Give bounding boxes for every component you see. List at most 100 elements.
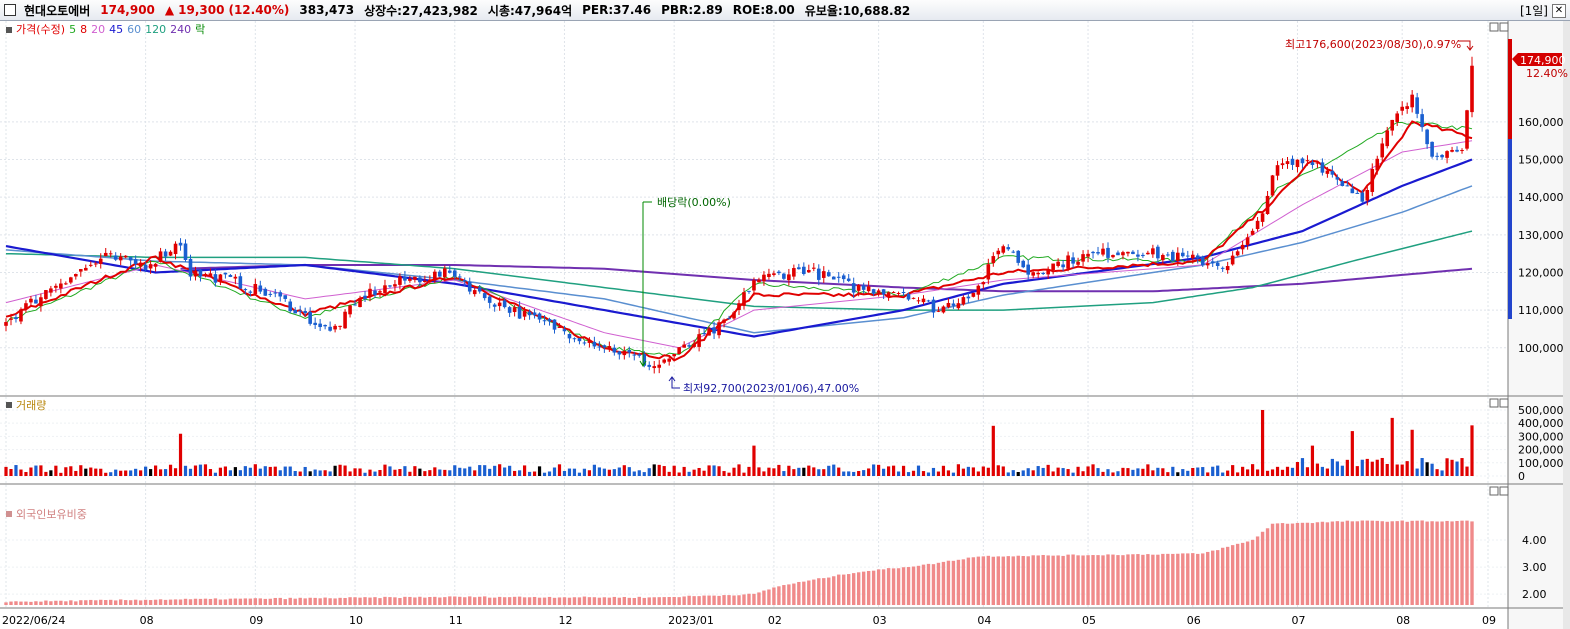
- foreign-ownership-bar: [468, 596, 472, 605]
- foreign-ownership-bar: [1131, 554, 1135, 605]
- volume-bar: [757, 467, 761, 476]
- stock-name[interactable]: 현대오토에버: [24, 3, 91, 18]
- candle-body: [717, 322, 721, 336]
- foreign-ownership-bar: [9, 601, 13, 605]
- foreign-ownership-bar: [298, 597, 302, 605]
- candle-body: [787, 274, 791, 281]
- volume-bars: [4, 409, 1474, 476]
- foreign-ownership-bar: [986, 555, 991, 605]
- volume-bar: [1071, 472, 1075, 476]
- candle-body: [203, 273, 208, 276]
- candle-body: [831, 276, 836, 280]
- foreign-ownership-bar: [1151, 554, 1155, 605]
- volume-bar: [263, 466, 267, 476]
- candle-body: [74, 274, 78, 277]
- volume-bar: [1355, 466, 1359, 476]
- foreign-ownership-bar: [423, 597, 427, 605]
- foreign-ownership-bar: [143, 599, 148, 605]
- foreign-ownership-bar: [123, 600, 128, 605]
- volume-bar: [144, 466, 148, 476]
- ex-dividend-annotation: 배당락(0.00%): [639, 196, 731, 367]
- volume-bar: [493, 465, 497, 476]
- volume-bar: [842, 471, 846, 476]
- foreign-title: 외국인보유비중: [16, 508, 87, 521]
- foreign-ownership-bar: [84, 600, 88, 605]
- volume-bar: [587, 470, 592, 476]
- foreign-ownership-bar: [89, 599, 93, 605]
- candle-body: [517, 306, 522, 319]
- x-tick-label: 09: [249, 614, 263, 627]
- candle-body: [816, 268, 821, 280]
- close-icon[interactable]: ✕: [1552, 3, 1566, 18]
- checkbox-icon[interactable]: [4, 4, 16, 16]
- candle-body: [1235, 251, 1240, 256]
- volume-bar: [891, 465, 896, 476]
- foreign-ownership-bar: [278, 597, 282, 605]
- volume-bar: [1226, 470, 1230, 476]
- foreign-ownership-bar: [168, 599, 173, 605]
- foreign-ownership-bar: [876, 569, 881, 605]
- panel-controls[interactable]: [1489, 22, 1509, 496]
- foreign-ownership-bar: [59, 600, 63, 605]
- volume-bar: [976, 471, 980, 476]
- candle-body: [9, 318, 13, 320]
- scrollbar[interactable]: [1563, 21, 1570, 629]
- foreign-ownership-bar: [128, 600, 133, 605]
- candle-body: [1061, 264, 1065, 268]
- volume-bar: [747, 466, 751, 476]
- foreign-ownership-bar: [482, 596, 487, 605]
- candle-body: [1460, 150, 1464, 152]
- candle-body: [851, 283, 856, 293]
- volume-bar: [1415, 468, 1419, 476]
- stock-chart[interactable]: 2022/06/24 08 09 10 11 12 2023/01 02 03 04 05 06 07 0…: [0, 21, 1570, 629]
- candle-body: [906, 293, 911, 300]
- volume-bar: [632, 471, 636, 476]
- volume-bar: [423, 471, 427, 476]
- foreign-ownership-bar: [692, 596, 696, 605]
- candle-body: [418, 277, 422, 283]
- volume-bar: [278, 470, 282, 476]
- foreign-ownership-bar: [1211, 550, 1215, 605]
- foreign-ownership-bar: [133, 599, 138, 605]
- volume-bar: [547, 471, 552, 476]
- candle-body: [1300, 158, 1305, 164]
- candle-body: [223, 272, 228, 275]
- volume-bar: [19, 469, 23, 476]
- volume-bar: [896, 471, 901, 476]
- candle-body: [777, 271, 781, 274]
- volume-bar: [348, 471, 352, 476]
- volume-bar: [413, 466, 417, 476]
- volume-bar: [637, 470, 641, 476]
- foreign-ownership-bar: [732, 595, 736, 605]
- candle-body: [836, 276, 841, 278]
- foreign-ownership-bar: [926, 563, 931, 605]
- foreign-ownership-bar: [996, 556, 1000, 605]
- volume-bar: [697, 467, 701, 476]
- period-selector[interactable]: [1일]: [1519, 4, 1548, 18]
- foreign-ownership-bar: [517, 596, 522, 605]
- foreign-ownership-bar: [537, 597, 542, 605]
- foreign-ownership-bar: [333, 598, 337, 605]
- volume-bar: [188, 468, 193, 476]
- volume-bar: [124, 470, 128, 476]
- volume-bar: [722, 471, 726, 476]
- volume-bar: [1455, 461, 1459, 476]
- volume-bar: [153, 465, 158, 476]
- volume-bar: [1260, 409, 1265, 476]
- volume-bar: [418, 468, 422, 476]
- candle-body: [951, 303, 956, 306]
- foreign-ownership-bar: [388, 597, 392, 605]
- candle-body: [113, 255, 118, 260]
- volume-bar: [1086, 466, 1090, 476]
- candle-body: [807, 270, 811, 273]
- foreign-ownership-bar: [906, 567, 911, 605]
- foreign-ownership-bar: [981, 556, 986, 605]
- foreign-ownership-bar: [1086, 555, 1090, 605]
- volume-bar: [9, 469, 13, 476]
- candle-body: [542, 320, 547, 322]
- foreign-ownership-bar: [712, 595, 716, 605]
- foreign-ownership-bar: [283, 599, 287, 605]
- foreign-ownership-bar: [497, 596, 502, 605]
- legend-item: 120: [145, 23, 166, 36]
- foreign-ownership-bar: [313, 597, 317, 605]
